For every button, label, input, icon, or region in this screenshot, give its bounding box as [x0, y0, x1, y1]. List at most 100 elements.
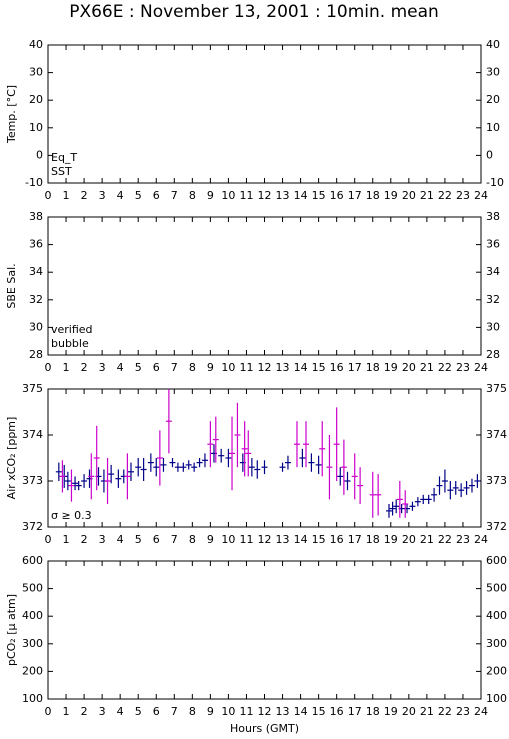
y-tick-label: 300: [22, 637, 43, 650]
x-tick-label: 18: [366, 705, 380, 718]
x-axis-label: Hours (GMT): [230, 722, 299, 735]
legend-entry: verified: [51, 323, 93, 336]
plot-frame: [47, 216, 482, 356]
x-tick-label: 15: [312, 533, 326, 546]
x-tick-label: 0: [45, 361, 52, 374]
y-tick-label-right: 20: [486, 93, 500, 106]
x-tick-label: 22: [438, 533, 452, 546]
y-tick-label: 372: [22, 520, 43, 533]
legend-entry: bubble: [51, 337, 89, 350]
y-tick-label-right: 38: [486, 210, 500, 223]
x-tick-label: 14: [294, 361, 308, 374]
y-tick-label: -10: [25, 176, 43, 189]
y-tick-label-right: 36: [486, 238, 500, 251]
y-tick-label-right: 400: [486, 609, 507, 622]
y-tick-label: 373: [22, 474, 43, 487]
x-tick-label: 18: [366, 533, 380, 546]
x-tick-label: 22: [438, 361, 452, 374]
y-axis-label: Temp. [°C]: [5, 85, 18, 144]
x-tick-label: 15: [312, 705, 326, 718]
x-tick-label: 17: [348, 189, 362, 202]
x-tick-label: 13: [276, 361, 290, 374]
x-tick-label: 24: [474, 189, 488, 202]
x-tick-label: 20: [402, 533, 416, 546]
y-tick-label: 600: [22, 554, 43, 567]
x-tick-label: 2: [81, 189, 88, 202]
x-tick-label: 12: [258, 361, 272, 374]
y-tick-label: 100: [22, 692, 43, 705]
x-tick-label: 0: [45, 533, 52, 546]
x-tick-label: 12: [258, 189, 272, 202]
x-tick-label: 21: [420, 533, 434, 546]
y-axis-label: pCO₂ [μ atm]: [5, 594, 18, 666]
x-tick-label: 2: [81, 361, 88, 374]
x-tick-label: 18: [366, 361, 380, 374]
x-tick-label: 8: [189, 189, 196, 202]
x-tick-label: 3: [99, 361, 106, 374]
x-tick-label: 12: [258, 533, 272, 546]
y-tick-label-right: 600: [486, 554, 507, 567]
x-tick-label: 23: [456, 533, 470, 546]
x-tick-label: 15: [312, 189, 326, 202]
x-tick-label: 11: [239, 705, 253, 718]
x-tick-label: 7: [171, 533, 178, 546]
x-tick-label: 10: [221, 533, 235, 546]
plot-frame: [47, 388, 482, 528]
x-tick-label: 20: [402, 189, 416, 202]
y-tick-label: 375: [22, 382, 43, 395]
x-tick-label: 19: [384, 533, 398, 546]
x-tick-label: 7: [171, 361, 178, 374]
x-tick-label: 23: [456, 705, 470, 718]
x-tick-label: 19: [384, 361, 398, 374]
x-tick-label: 7: [171, 705, 178, 718]
x-tick-label: 2: [81, 705, 88, 718]
y-tick-label-right: 30: [486, 66, 500, 79]
x-tick-label: 5: [135, 533, 142, 546]
y-tick-label: 20: [29, 93, 43, 106]
x-tick-label: 1: [63, 533, 70, 546]
x-tick-label: 5: [135, 705, 142, 718]
plot-frame: [47, 560, 482, 700]
x-tick-label: 3: [99, 533, 106, 546]
x-tick-label: 0: [45, 705, 52, 718]
x-tick-label: 13: [276, 705, 290, 718]
y-tick-label: 374: [22, 428, 43, 441]
y-tick-label: 30: [29, 66, 43, 79]
y-tick-label-right: 374: [486, 428, 507, 441]
x-tick-label: 9: [207, 189, 214, 202]
x-tick-label: 6: [153, 189, 160, 202]
x-tick-label: 13: [276, 189, 290, 202]
y-tick-label: 32: [29, 293, 43, 306]
y-tick-label-right: 372: [486, 520, 507, 533]
x-tick-label: 17: [348, 361, 362, 374]
x-tick-label: 5: [135, 189, 142, 202]
x-tick-label: 10: [221, 189, 235, 202]
legend-entry: Eq_T: [51, 151, 77, 164]
x-tick-label: 8: [189, 361, 196, 374]
x-tick-label: 6: [153, 361, 160, 374]
x-tick-label: 24: [474, 361, 488, 374]
x-tick-label: 24: [474, 533, 488, 546]
x-tick-label: 7: [171, 189, 178, 202]
x-tick-label: 6: [153, 533, 160, 546]
y-tick-label: 40: [29, 38, 43, 51]
legend-entry: σ ≥ 0.3: [51, 509, 92, 522]
y-tick-label: 0: [36, 148, 43, 161]
x-tick-label: 17: [348, 533, 362, 546]
x-tick-label: 4: [117, 189, 124, 202]
x-tick-label: 3: [99, 705, 106, 718]
y-tick-label-right: -10: [486, 176, 504, 189]
x-tick-label: 5: [135, 361, 142, 374]
x-tick-label: 16: [330, 189, 344, 202]
x-tick-label: 13: [276, 533, 290, 546]
x-tick-label: 19: [384, 705, 398, 718]
x-tick-label: 24: [474, 705, 488, 718]
y-tick-label-right: 375: [486, 382, 507, 395]
x-tick-label: 6: [153, 705, 160, 718]
x-tick-label: 9: [207, 533, 214, 546]
x-tick-label: 2: [81, 533, 88, 546]
x-tick-label: 16: [330, 533, 344, 546]
x-tick-label: 8: [189, 705, 196, 718]
x-tick-label: 15: [312, 361, 326, 374]
